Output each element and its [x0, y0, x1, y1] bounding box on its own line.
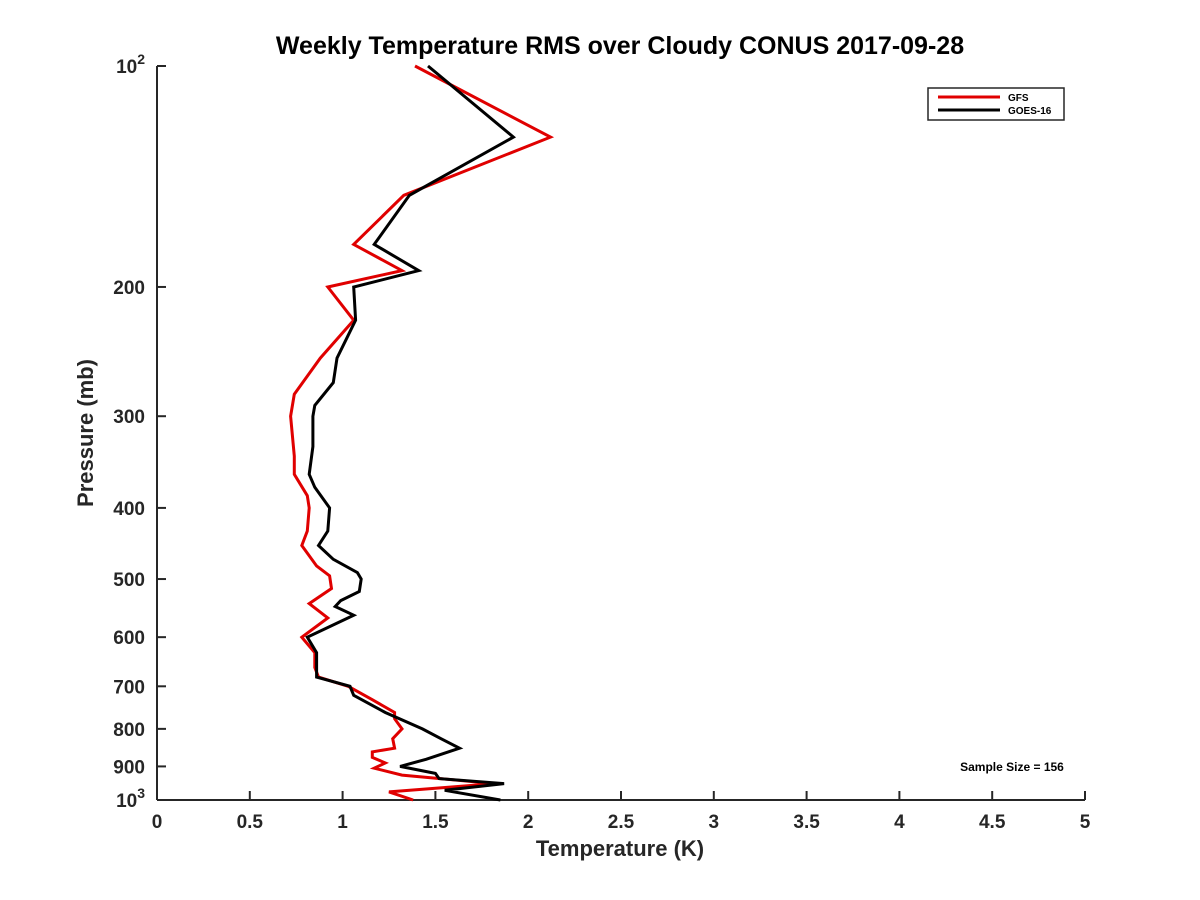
y-tick-label: 102	[116, 51, 145, 78]
x-tick-label: 3	[709, 812, 720, 833]
y-axis-label: Pressure (mb)	[73, 359, 98, 507]
y-tick-label: 103	[116, 785, 145, 812]
y-tick-label: 500	[113, 570, 145, 591]
x-tick-label: 4	[894, 812, 905, 833]
x-tick-label: 0.5	[237, 812, 264, 833]
x-tick-label: 0	[152, 812, 163, 833]
sample-size-annotation: Sample Size = 156	[960, 760, 1064, 774]
x-tick-label: 2.5	[608, 812, 635, 833]
x-tick-label: 1.5	[422, 812, 449, 833]
legend-label: GOES-16	[1008, 106, 1052, 117]
x-tick-label: 4.5	[979, 812, 1006, 833]
series-line-gfs	[289, 64, 555, 802]
legend-label: GFS	[1008, 93, 1029, 104]
x-axis-label: Temperature (K)	[536, 836, 704, 861]
legend-box	[927, 87, 1065, 121]
y-tick-label: 900	[113, 757, 145, 778]
y-tick-label: 400	[113, 499, 145, 520]
y-tick-label: 700	[113, 677, 145, 698]
x-tick-label: 1	[337, 812, 348, 833]
y-tick-label: 800	[113, 720, 145, 741]
y-tick-label: 300	[113, 407, 145, 428]
y-tick-label: 600	[113, 628, 145, 649]
x-tick-label: 5	[1080, 812, 1091, 833]
series-layer	[289, 64, 555, 802]
x-tick-label: 2	[523, 812, 534, 833]
chart-title: Weekly Temperature RMS over Cloudy CONUS…	[276, 32, 964, 60]
series-line-goes-16	[305, 64, 517, 802]
legend: GFS GOES-16	[927, 87, 1065, 121]
axes: 0 0.5 1 1.5 2 2.5 3 3.5 4 4.5 5 102 200 300 400 500 600 7…	[113, 51, 1090, 833]
x-tick-label: 3.5	[793, 812, 820, 833]
y-tick-label: 200	[113, 278, 145, 299]
